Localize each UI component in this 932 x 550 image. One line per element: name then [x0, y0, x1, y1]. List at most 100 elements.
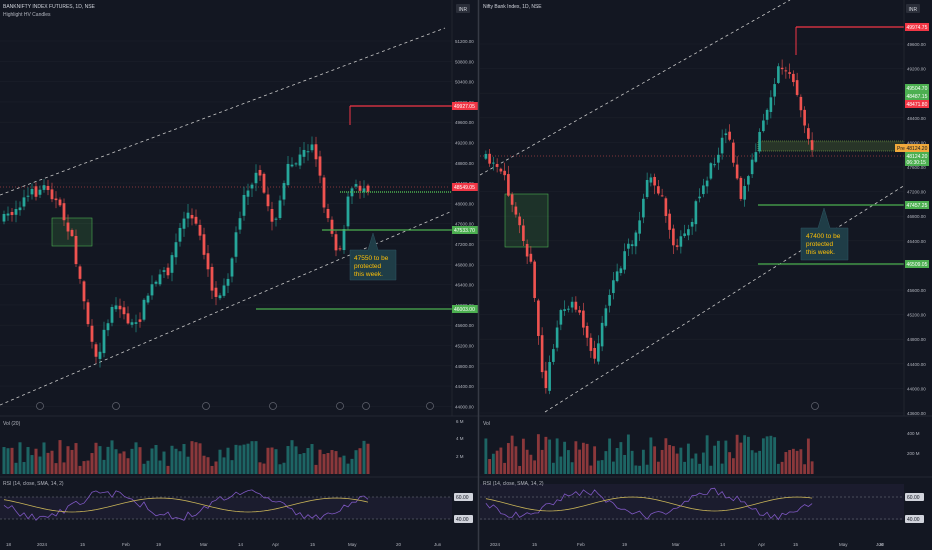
- left-currency-label: INR: [459, 7, 468, 13]
- right-volume-bars: [484, 434, 814, 474]
- price-tick-label: 49600.00: [455, 120, 474, 125]
- event-marker-icon[interactable]: [36, 402, 44, 410]
- right-rsi-tag-40: 40.00: [907, 517, 920, 523]
- right-tag-support-1: [905, 201, 929, 209]
- price-tick-label: 45600.00: [455, 323, 474, 328]
- right-rsi-label: RSI (14, close, SMA, 14, 2): [483, 481, 544, 487]
- price-tick-label: 44800.00: [907, 337, 926, 342]
- right-volume-pane[interactable]: Vol 400 M 200 M: [479, 415, 932, 474]
- left-volume-pane[interactable]: Vol (20) 6 M 4 M 2 M: [0, 415, 478, 474]
- price-tick-label: 44400.00: [907, 362, 926, 367]
- date-tick-label: May: [348, 542, 357, 547]
- right-tag-r2: [905, 100, 929, 108]
- right-rsi-line: [485, 487, 813, 521]
- date-tick-label: 19: [156, 542, 162, 547]
- price-tick-label: 48000.00: [455, 201, 474, 206]
- date-tick-label: 2024: [490, 542, 501, 547]
- right-pre-zone: [757, 140, 905, 152]
- date-tick-label: 2024: [37, 542, 48, 547]
- date-tick-label: 20: [396, 542, 402, 547]
- left-vol-tick-2m: 2 M: [456, 454, 464, 459]
- price-tick-label: 47600.00: [455, 222, 474, 227]
- price-tick-label: 48000.00: [907, 140, 926, 145]
- event-marker-icon[interactable]: [811, 402, 819, 410]
- event-marker-icon[interactable]: [362, 402, 370, 410]
- price-tick-label: 48400.00: [907, 116, 926, 121]
- price-tick-label: 49200.00: [907, 67, 926, 72]
- left-tag-support-2-text: 46003.00: [454, 307, 475, 313]
- right-tag-g1-text: 49504.70: [907, 86, 928, 92]
- right-tag-support-2-text: 46509.05: [907, 262, 928, 268]
- left-upper-trendline[interactable]: [0, 27, 446, 196]
- price-tick-label: 45600.00: [907, 288, 926, 293]
- left-chart-pane[interactable]: 47550 to be protected this week. 51200.0…: [0, 0, 478, 416]
- left-chart-title[interactable]: BANKNIFTY INDEX FUTURES, 1D, NSE: [3, 4, 96, 10]
- right-tag-support-1-text: 47457.25: [907, 203, 928, 209]
- price-tick-label: 45200.00: [455, 344, 474, 349]
- date-tick-label: 19: [622, 542, 628, 547]
- right-event-markers[interactable]: [811, 402, 819, 410]
- price-tick-label: 50400.00: [455, 80, 474, 85]
- date-tick-label: Jun: [434, 542, 442, 547]
- left-annotation-line-3: this week.: [354, 271, 383, 278]
- price-tick-label: 44000.00: [907, 386, 926, 391]
- right-annotation-callout[interactable]: [800, 207, 849, 261]
- right-chart-pane[interactable]: 47400 to be protected this week. 49600.0…: [479, 0, 929, 416]
- left-time-axis[interactable]: 18 2024 15 Feb 19 Mar 14 Apr 15 May 20 Jun: [6, 542, 442, 547]
- right-chart-title[interactable]: Nifty Bank Index, 1D, NSE: [483, 4, 542, 10]
- left-annotation-line-2: protected: [354, 263, 381, 270]
- date-tick-label: 20: [879, 542, 885, 547]
- right-tag-resistance-text: 49974.75: [907, 25, 928, 31]
- left-rsi-pane[interactable]: RSI (14, close, SMA, 14, 2) 60.00 40.00: [0, 476, 478, 523]
- price-tick-label: 45200.00: [907, 313, 926, 318]
- right-lower-trendline[interactable]: [544, 184, 906, 413]
- right-upper-trendline[interactable]: [479, 0, 791, 176]
- price-tick-label: 44400.00: [455, 384, 474, 389]
- left-volume-bars: [2, 440, 370, 474]
- left-indicator-name[interactable]: Highlight HV Candles: [3, 12, 51, 18]
- date-tick-label: Apr: [758, 542, 766, 547]
- right-rsi-ma-line: [485, 496, 813, 512]
- left-annotation-callout[interactable]: [349, 232, 397, 281]
- price-tick-label: 48800.00: [455, 161, 474, 166]
- left-tag-support-1-text: 47533.70: [454, 228, 475, 234]
- event-marker-icon[interactable]: [426, 402, 434, 410]
- right-currency-badge[interactable]: [906, 4, 920, 13]
- date-tick-label: Mar: [200, 542, 208, 547]
- event-marker-icon[interactable]: [336, 402, 344, 410]
- price-tick-label: 46400.00: [455, 283, 474, 288]
- right-annotation-line-1: 47400 to be: [806, 233, 841, 240]
- right-volume-label: Vol: [483, 421, 490, 427]
- left-candles: [2, 136, 370, 368]
- left-vol-tick-4m: 4 M: [456, 436, 464, 441]
- right-tag-support-2: [905, 260, 929, 268]
- price-tick-label: 47200.00: [907, 190, 926, 195]
- left-volume-label: Vol (20): [3, 421, 21, 427]
- date-tick-label: May: [839, 542, 848, 547]
- left-event-markers[interactable]: [36, 402, 434, 410]
- right-annotation-line-3: this week.: [806, 249, 835, 256]
- left-tag-support-2: [452, 305, 478, 313]
- right-tag-resistance: [905, 23, 929, 31]
- left-tag-current: [452, 183, 478, 191]
- date-tick-label: 18: [6, 542, 12, 547]
- event-marker-icon[interactable]: [202, 402, 210, 410]
- left-annotation-line-1: 47550 to be: [354, 255, 389, 262]
- event-marker-icon[interactable]: [112, 402, 120, 410]
- left-currency-badge[interactable]: [456, 4, 470, 13]
- right-rsi-band: [480, 484, 904, 520]
- date-tick-label: 15: [80, 542, 86, 547]
- right-tag-g2-text: 48487.15: [907, 94, 928, 100]
- left-tag-resistance-text: 49927.05: [454, 104, 475, 110]
- right-rsi-pane[interactable]: RSI (14, close, SMA, 14, 2) 60.00 40.00: [479, 476, 932, 523]
- right-vol-tick-200m: 200 M: [907, 451, 920, 456]
- price-tick-label: 51200.00: [455, 39, 474, 44]
- price-tick-label: 44000.00: [455, 404, 474, 409]
- price-tick-label: 46400.00: [907, 239, 926, 244]
- date-tick-label: Feb: [577, 542, 585, 547]
- date-tick-label: Mar: [672, 542, 680, 547]
- event-marker-icon[interactable]: [269, 402, 277, 410]
- price-tick-label: 46800.00: [907, 214, 926, 219]
